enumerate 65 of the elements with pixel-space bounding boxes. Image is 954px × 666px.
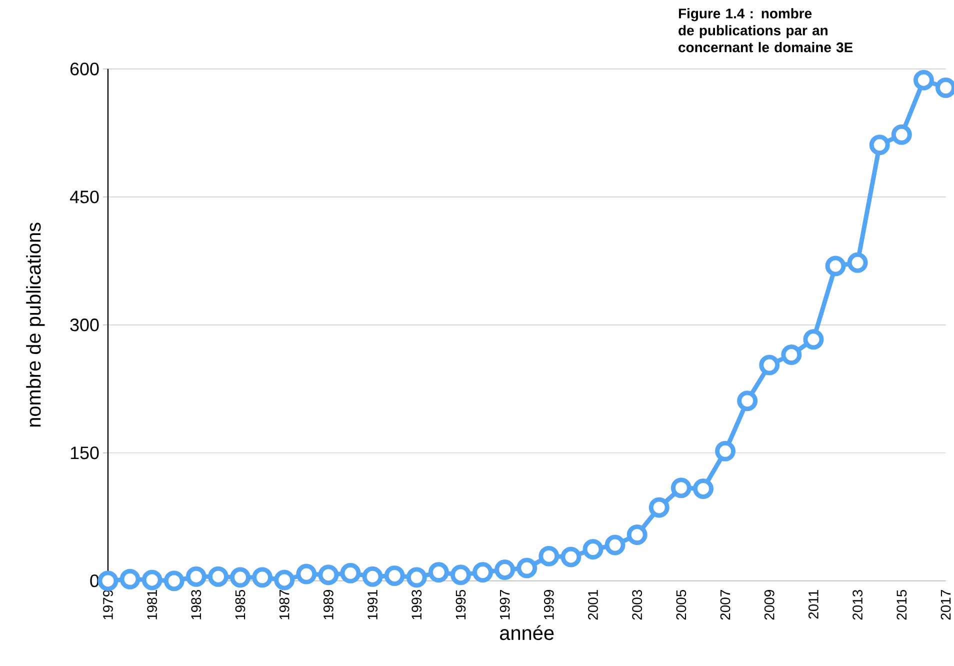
y-tick-label: 450	[70, 190, 99, 204]
x-tick-label: 2003	[632, 590, 642, 620]
point	[891, 124, 912, 146]
point	[252, 567, 273, 588]
point	[803, 329, 824, 350]
point	[318, 564, 339, 586]
point	[186, 566, 206, 587]
point	[715, 441, 736, 462]
point	[516, 558, 538, 578]
x-tick-label: 1985	[235, 590, 246, 620]
point	[538, 546, 560, 566]
point	[274, 570, 295, 590]
point	[230, 567, 250, 588]
x-tick-label: 1993	[412, 590, 422, 620]
x-tick-label: 2005	[676, 590, 686, 620]
x-tick-label: 2009	[764, 590, 774, 620]
point	[98, 570, 118, 592]
point	[472, 562, 494, 583]
x-tick-label: 1987	[279, 590, 290, 620]
point	[120, 568, 140, 590]
point	[164, 570, 184, 592]
point	[208, 566, 228, 587]
x-tick-label: 1991	[368, 590, 378, 620]
x-tick-label: 1989	[323, 590, 334, 620]
x-tick-label: 2001	[588, 590, 598, 620]
point	[560, 546, 582, 568]
point	[340, 563, 361, 584]
point	[494, 560, 516, 580]
x-tick-label: 1999	[544, 590, 554, 620]
point	[648, 497, 670, 518]
point	[759, 354, 780, 376]
point	[847, 252, 868, 273]
y-tick-label: 300	[70, 318, 99, 332]
x-tick-label: 1995	[456, 590, 466, 620]
x-tick-label: 2015	[896, 590, 907, 620]
text: Figure 1.4 : nombre de publications par an concernant le domaine 3E	[678, 8, 853, 52]
point	[406, 567, 427, 588]
y-tick-label: 600	[70, 62, 99, 76]
x-tick-label: 1983	[191, 590, 202, 620]
point	[384, 566, 405, 586]
x-tick-label: 2011	[808, 590, 818, 619]
point	[362, 566, 383, 587]
x-axis-title: année	[500, 625, 554, 640]
x-tick-label: 2017	[940, 590, 951, 620]
point	[582, 539, 604, 560]
x-tick-label: 1979	[103, 590, 113, 620]
x-tick-label: 2007	[720, 590, 730, 620]
point	[296, 564, 317, 584]
point	[626, 524, 648, 546]
point	[428, 562, 449, 583]
point	[604, 534, 626, 556]
point	[142, 570, 162, 590]
x-tick-label: 1997	[500, 590, 510, 620]
point	[450, 564, 471, 586]
point	[781, 344, 802, 366]
point	[692, 478, 714, 500]
x-tick-label: 2013	[852, 590, 862, 620]
point	[737, 390, 758, 412]
y-tick-label: 150	[70, 446, 99, 460]
x-tick-label: 1981	[147, 590, 158, 620]
point	[825, 256, 846, 276]
point	[670, 478, 692, 498]
point	[869, 134, 890, 156]
y-axis-title: nombre de publications	[26, 222, 45, 427]
point	[913, 70, 934, 90]
